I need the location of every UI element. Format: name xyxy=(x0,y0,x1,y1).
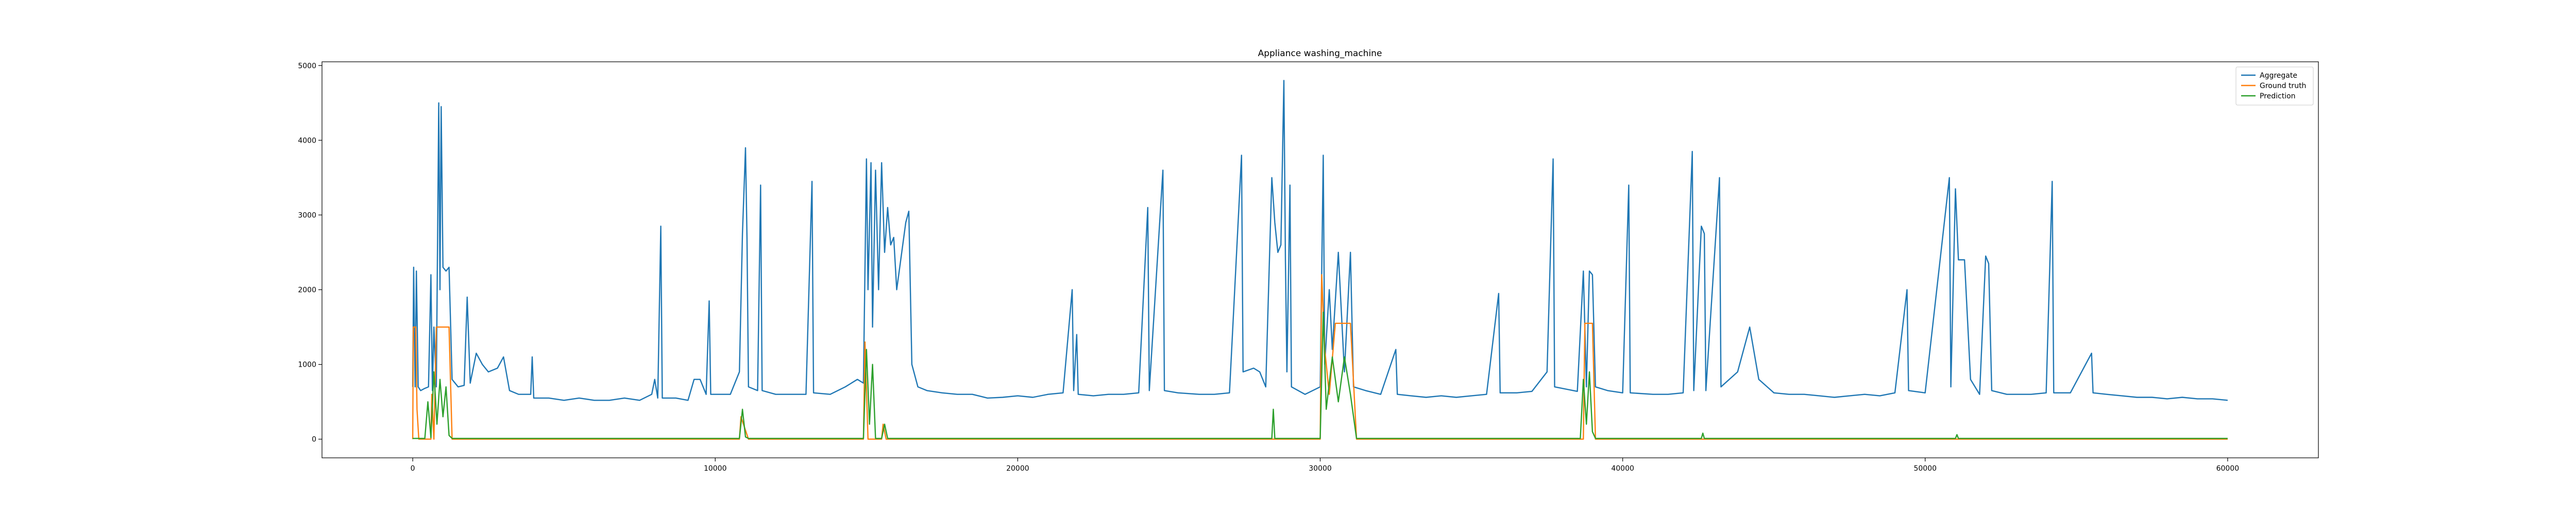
legend-label: Aggregate xyxy=(2260,72,2297,80)
x-tick-label: 60000 xyxy=(2216,465,2240,473)
x-tick-label: 30000 xyxy=(1309,465,1332,473)
series-line-aggregate xyxy=(412,80,2228,401)
series-layer xyxy=(412,80,2228,440)
series-line-prediction xyxy=(413,311,2228,439)
legend-label: Ground truth xyxy=(2260,82,2306,90)
x-tick-label: 20000 xyxy=(1006,465,1029,473)
plot-area xyxy=(321,61,2319,458)
x-tick-label: 0 xyxy=(411,465,415,473)
x-tick-label: 50000 xyxy=(1913,465,1937,473)
y-axis: 0 1000 2000 3000 4000 5000 xyxy=(298,62,322,444)
x-tick-label: 40000 xyxy=(1611,465,1634,473)
legend-label: Prediction xyxy=(2260,92,2296,100)
x-tick-label: 10000 xyxy=(704,465,727,473)
y-tick-label: 0 xyxy=(312,436,316,444)
y-tick-label: 3000 xyxy=(298,211,316,219)
x-axis: 0 10000 20000 30000 40000 50000 60000 xyxy=(411,458,2239,473)
y-tick-label: 2000 xyxy=(298,286,316,295)
y-tick-label: 5000 xyxy=(298,62,316,70)
y-tick-label: 4000 xyxy=(298,136,316,145)
legend: Aggregate Ground truth Prediction xyxy=(2235,66,2314,106)
y-tick-label: 1000 xyxy=(298,361,316,369)
chart-title: Appliance washing_machine xyxy=(1258,48,1382,59)
